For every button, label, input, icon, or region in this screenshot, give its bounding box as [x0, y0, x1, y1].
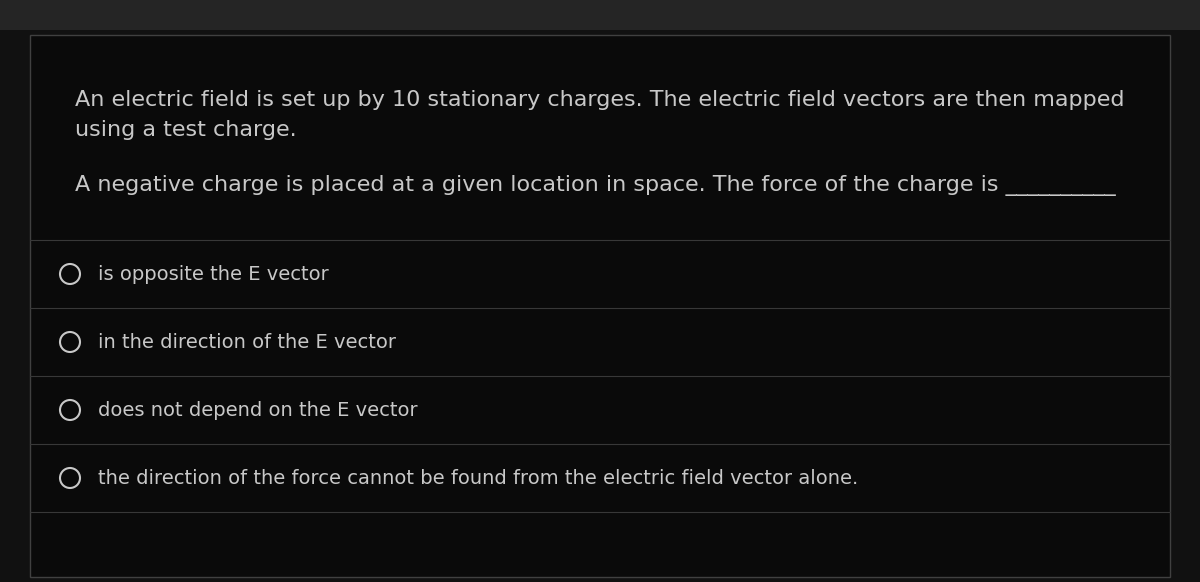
Text: does not depend on the E vector: does not depend on the E vector: [98, 400, 418, 420]
Text: in the direction of the E vector: in the direction of the E vector: [98, 332, 396, 352]
Text: A negative charge is placed at a given location in space. The force of the charg: A negative charge is placed at a given l…: [74, 175, 1116, 196]
Text: is opposite the E vector: is opposite the E vector: [98, 264, 329, 283]
Bar: [0, 0, 1200, 30]
Text: An electric field is set up by 10 stationary charges. The electric field vectors: An electric field is set up by 10 statio…: [74, 90, 1124, 110]
Text: using a test charge.: using a test charge.: [74, 120, 296, 140]
Text: the direction of the force cannot be found from the electric field vector alone.: the direction of the force cannot be fou…: [98, 469, 858, 488]
